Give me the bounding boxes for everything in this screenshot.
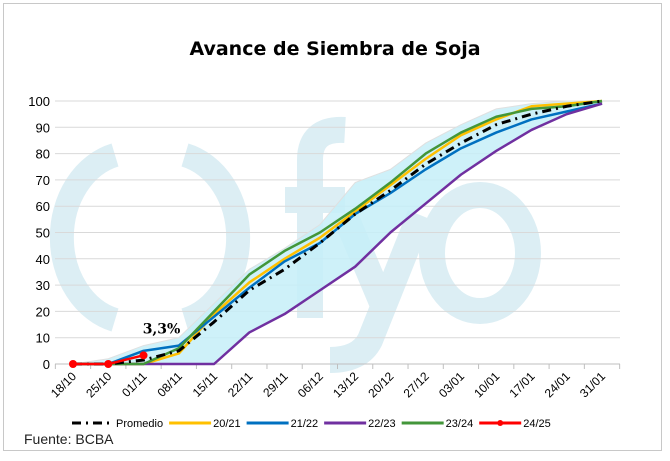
- legend-marker: [497, 420, 504, 426]
- x-tick-label: 22/11: [225, 369, 256, 400]
- x-tick-label: 17/01: [506, 369, 537, 400]
- x-tick-label: 20/12: [365, 369, 396, 400]
- legend-label: 21/22: [291, 418, 319, 430]
- chart-frame: [3, 3, 662, 451]
- legend-label: Promedio: [116, 418, 163, 430]
- x-tick-label: 13/12: [330, 369, 361, 400]
- x-tick-label: 25/10: [83, 369, 114, 400]
- y-tick-label: 50: [36, 226, 50, 241]
- series-marker: [69, 360, 77, 368]
- legend-label: 24/25: [523, 418, 551, 430]
- x-tick-label: 31/01: [577, 369, 608, 400]
- y-tick-label: 40: [36, 252, 50, 267]
- series-marker: [139, 351, 148, 360]
- chart-title: Avance de Siembra de Soja: [189, 38, 481, 60]
- x-tick-label: 10/01: [471, 369, 502, 400]
- y-tick-label: 90: [36, 120, 50, 135]
- y-tick-label: 30: [36, 278, 50, 293]
- y-tick-label: 100: [28, 94, 50, 109]
- x-tick-label: 06/12: [295, 369, 326, 400]
- watermark-paren-right-icon: [181, 143, 251, 332]
- y-tick-label: 20: [36, 304, 50, 319]
- y-tick-label: 60: [36, 199, 50, 214]
- data-label: 3,3%: [143, 321, 181, 337]
- x-tick-label: 29/11: [260, 369, 291, 400]
- watermark-letter-o-icon: [419, 182, 541, 324]
- x-tick-label: 03/01: [436, 369, 467, 400]
- source-note: Fuente: BCBA: [24, 431, 114, 447]
- series-marker: [104, 360, 113, 368]
- y-tick-label: 0: [43, 357, 50, 372]
- x-tick-label: 18/10: [48, 369, 79, 400]
- x-tick-label: 24/01: [542, 369, 573, 400]
- x-tick-label: 01/11: [119, 369, 150, 400]
- y-tick-label: 70: [36, 173, 50, 188]
- x-tick-label: 08/11: [154, 369, 185, 400]
- series-line-Promedio: [73, 99, 603, 366]
- legend-label: 22/23: [368, 418, 396, 430]
- series-line-2223: [73, 102, 603, 366]
- y-tick-label: 10: [36, 331, 50, 346]
- x-tick-label: 15/11: [190, 369, 221, 400]
- legend-label: 20/21: [213, 418, 241, 430]
- watermark-paren-left-icon: [49, 143, 119, 332]
- y-tick-label: 80: [36, 147, 50, 162]
- x-tick-label: 27/12: [401, 369, 432, 400]
- watermark-letter-f-icon: [285, 116, 346, 318]
- legend-label: 23/24: [446, 418, 474, 430]
